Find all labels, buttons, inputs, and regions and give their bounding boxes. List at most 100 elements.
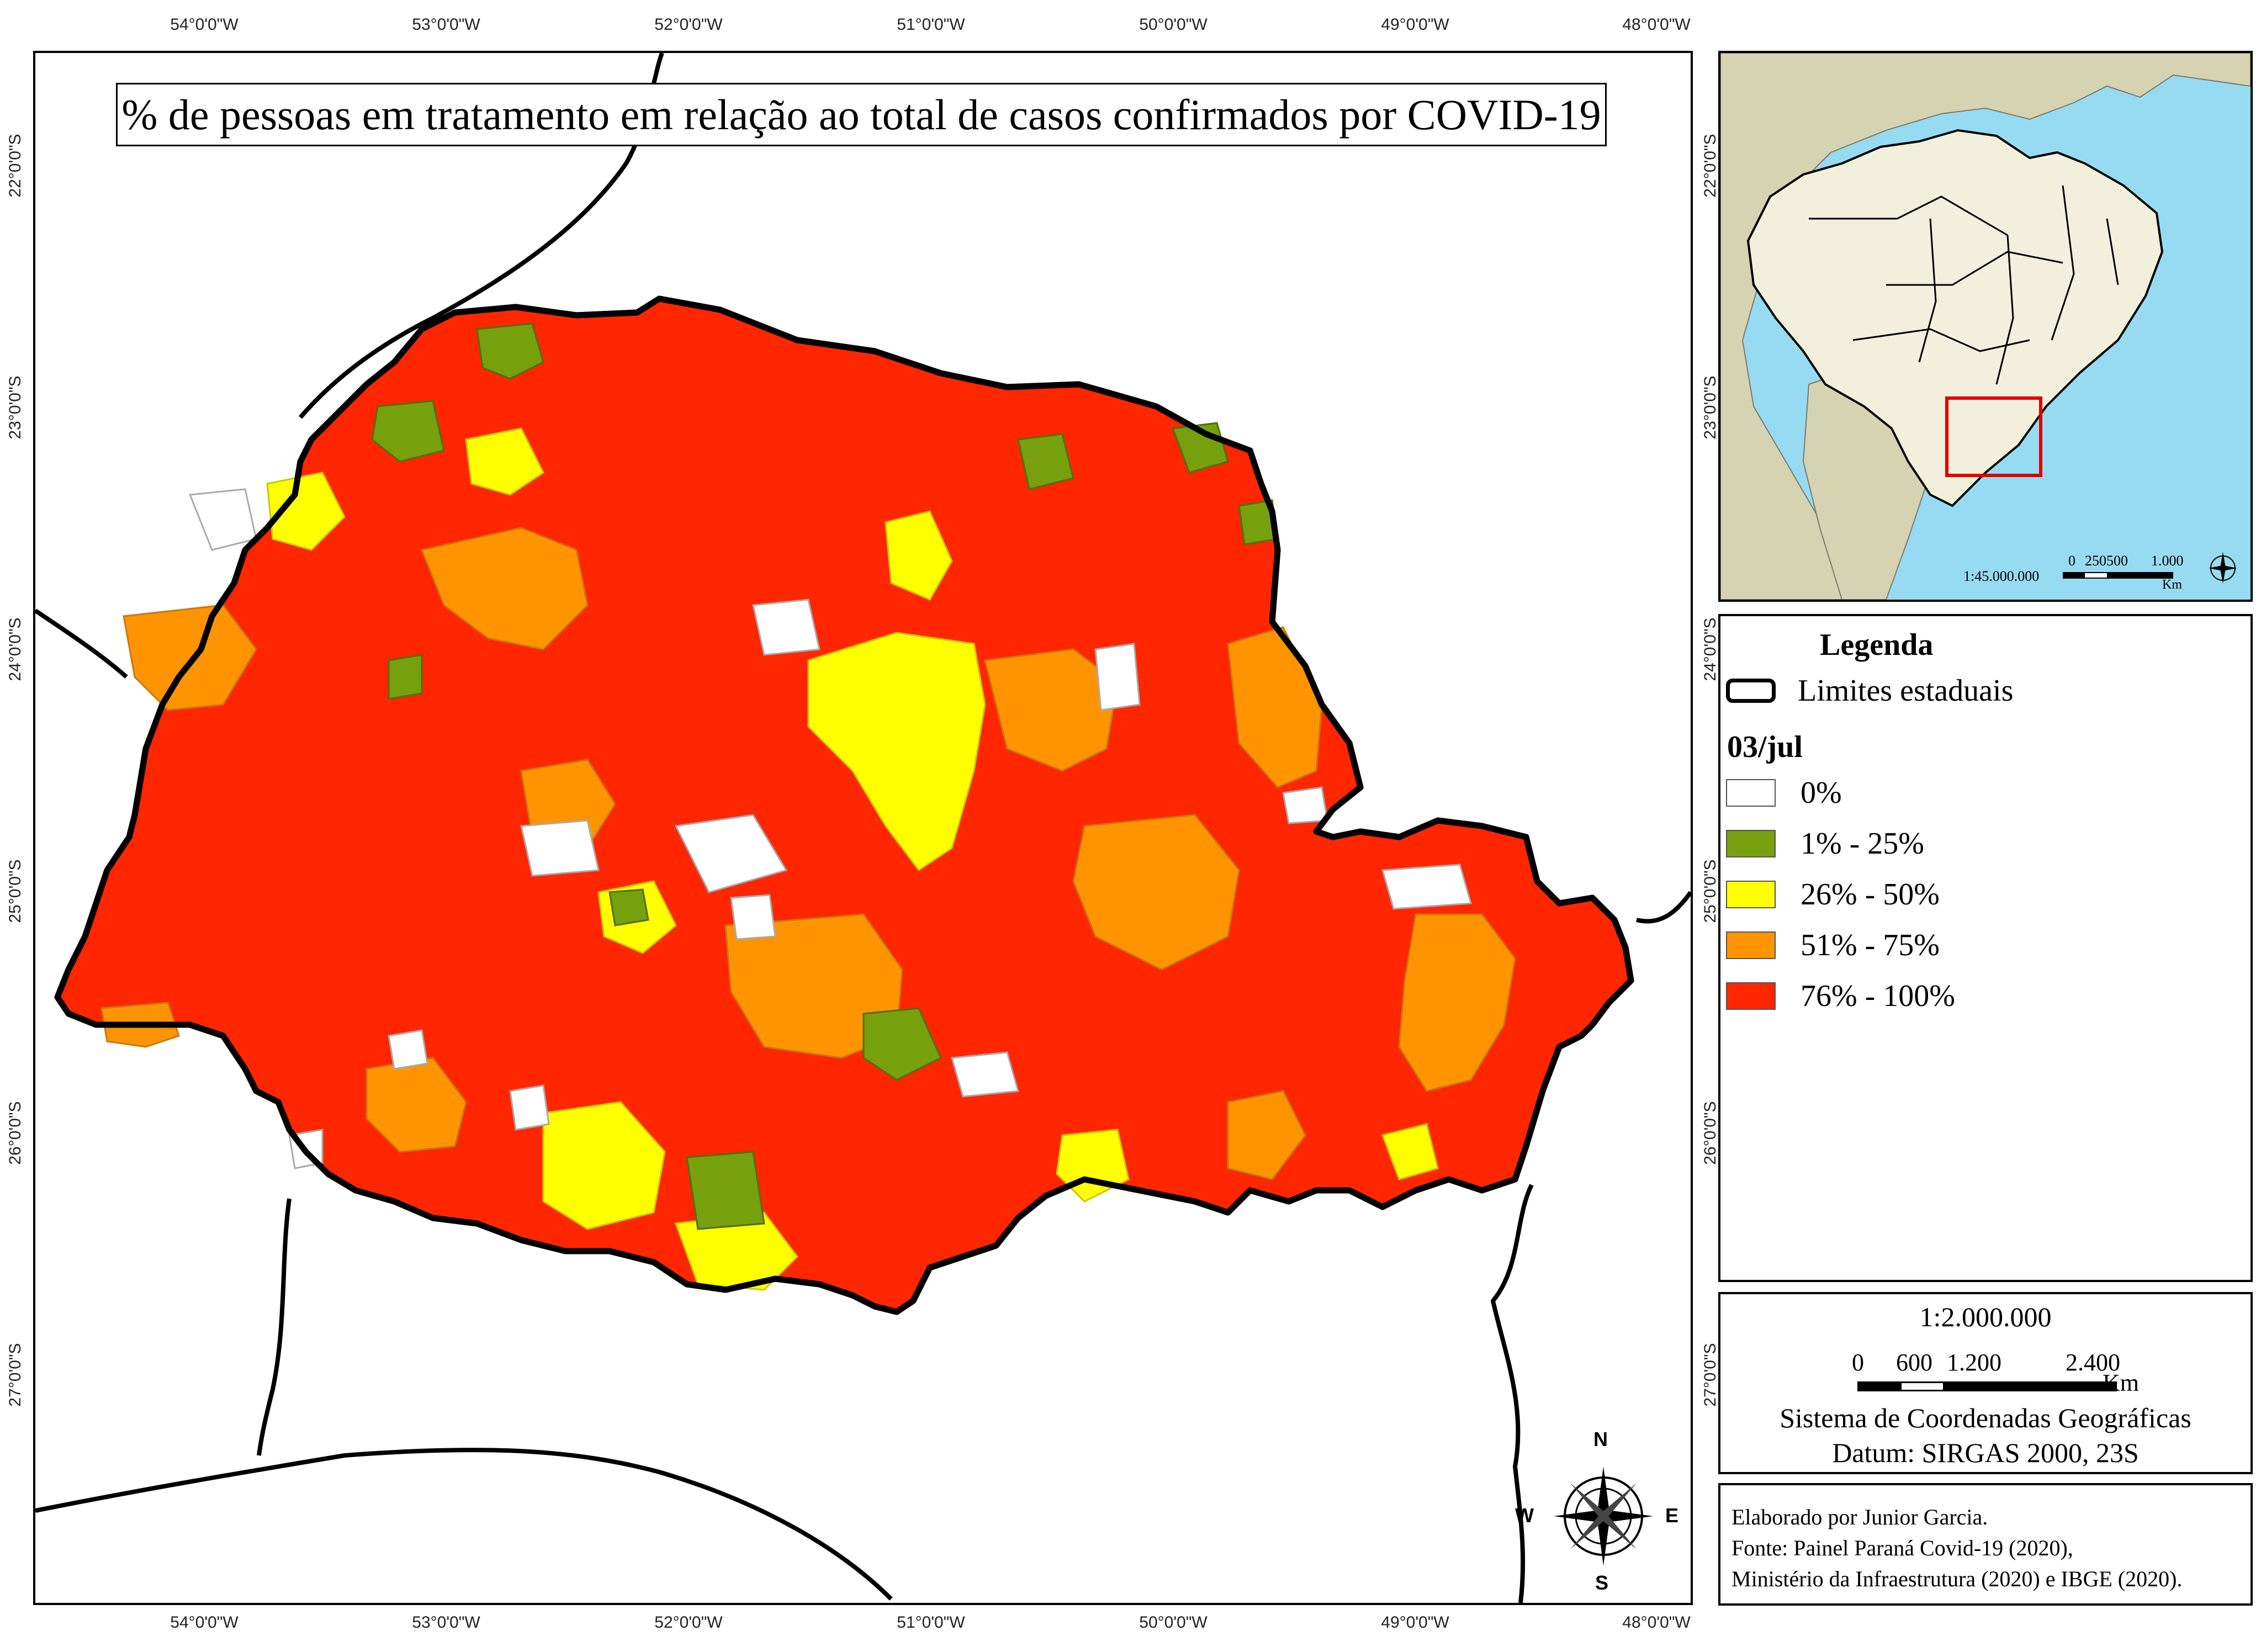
region-orange-1 (420, 527, 589, 650)
lat-label-right-3: 24°0'0"S (1701, 617, 1719, 681)
region-yellow-4 (266, 472, 346, 551)
scalebar-label-2: 1.200 (1947, 1349, 2001, 1376)
lat-label-right-4: 25°0'0"S (1701, 859, 1719, 923)
credits-author: Elaborado por Junior Garcia. (1732, 1505, 1988, 1529)
region-green-8 (388, 654, 423, 700)
region-white-4 (520, 819, 600, 877)
region-white-7 (951, 1051, 1019, 1098)
legend-item-1: 1% - 25% (1726, 827, 1924, 861)
legend-label-4: 76% - 100% (1801, 979, 1955, 1013)
legend-label-2: 26% - 50% (1801, 877, 1940, 912)
lat-label-left-4: 25°0'0"S (6, 859, 24, 923)
lat-label-right-6: 27°0'0"S (1701, 1343, 1719, 1407)
legend-item-boundary: Limites estaduais (1726, 674, 2014, 708)
region-orange-11 (1227, 1090, 1306, 1180)
legend-item-4: 76% - 100% (1726, 979, 1955, 1013)
inset-map (1720, 53, 2251, 600)
inset-scale-mid: 250500 (2085, 553, 2128, 569)
lat-label-left-2: 23°0'0"S (6, 375, 24, 440)
legend-label-3: 51% - 75% (1801, 928, 1940, 962)
inset-scale-ratio: 1:45.000.000 (1963, 568, 2040, 584)
region-green-9 (608, 888, 649, 926)
lat-label-right-2: 23°0'0"S (1701, 375, 1719, 440)
region-white-12 (1282, 786, 1328, 824)
legend-swatch-4 (1726, 982, 1776, 1010)
legend-boundary-label: Limites estaduais (1798, 674, 2014, 708)
legend-swatch-0 (1726, 779, 1776, 807)
region-yellow-2 (542, 1101, 666, 1230)
scalebar-label-1: 600 (1896, 1349, 1932, 1376)
scalebar-label-0: 0 (1852, 1349, 1864, 1376)
datum-label: Datum: SIRGAS 2000, 23S (1832, 1437, 2139, 1468)
main-map-frame: N S W E (33, 51, 1693, 1605)
region-white-8 (388, 1029, 428, 1070)
lon-label-top-6: 49°0'0"W (1381, 15, 1449, 34)
lon-label-bottom-4: 51°0'0"W (897, 1613, 965, 1632)
lat-label-left-5: 26°0'0"S (6, 1101, 24, 1165)
region-white-10 (509, 1084, 550, 1131)
map-title: % de pessoas em tratamento em relação ao… (116, 83, 1607, 146)
region-white-3 (1094, 643, 1141, 711)
region-white-2 (752, 599, 820, 656)
lon-label-bottom-7: 48°0'0"W (1622, 1613, 1691, 1632)
region-yellow-5 (465, 427, 544, 496)
legend-item-3: 51% - 75% (1726, 928, 1940, 962)
region-green-7 (862, 1007, 942, 1081)
credits-box: Elaborado por Junior Garcia. Fonte: Pain… (1718, 1483, 2253, 1606)
lon-label-bottom-2: 53°0'0"W (412, 1613, 480, 1632)
parana-outline (54, 295, 1634, 1315)
lat-label-left-1: 22°0'0"S (6, 134, 24, 198)
legend-date: 03/jul (1727, 730, 1803, 764)
region-green-5 (1017, 433, 1074, 490)
region-orange-3 (984, 648, 1119, 772)
inset-scale-unit: Km (2162, 578, 2182, 592)
compass-n: N (1593, 1428, 1608, 1450)
inset-scale-0: 0 (2068, 553, 2075, 569)
scalebar-label-3: 2.400 (2066, 1349, 2120, 1376)
inset-scale-max: 1.000 (2151, 553, 2184, 569)
crs-label: Sistema de Coordenadas Geográficas (1780, 1402, 2191, 1433)
lon-label-top-3: 52°0'0"W (654, 15, 723, 34)
region-green-6 (686, 1151, 765, 1230)
legend-box: Legenda Limites estaduais 03/jul 0% 1% -… (1718, 614, 2253, 1282)
region-yellow-8 (1056, 1129, 1130, 1203)
scalebar (1857, 1381, 2117, 1391)
compass-rose: N S W E (1515, 1428, 1681, 1594)
lat-label-right-5: 26°0'0"S (1701, 1101, 1719, 1165)
region-white-5 (674, 814, 788, 893)
lon-label-top-5: 50°0'0"W (1139, 15, 1208, 34)
legend-title: Legenda (1820, 628, 1934, 662)
region-green-1 (476, 322, 544, 380)
compass-w: W (1515, 1504, 1534, 1527)
lat-label-left-6: 27°0'0"S (6, 1343, 24, 1407)
inset-map-frame: 1:45.000.000 0 250500 1.000 Km (1718, 51, 2253, 602)
region-white-6 (1381, 864, 1472, 910)
compass-e: E (1665, 1504, 1679, 1527)
state-boundary-west (35, 608, 128, 679)
brazil-land (1746, 129, 2164, 507)
state-boundary-south (35, 1448, 893, 1601)
region-yellow-1 (807, 632, 986, 872)
legend-label-0: 0% (1801, 776, 1842, 810)
region-orange-2 (123, 604, 257, 711)
legend-label-1: 1% - 25% (1801, 827, 1924, 861)
lon-label-top-4: 51°0'0"W (897, 15, 965, 34)
lat-label-left-3: 24°0'0"S (6, 617, 24, 681)
lon-label-bottom-1: 54°0'0"W (170, 1613, 239, 1632)
region-white-1 (188, 488, 257, 551)
scale-ratio: 1:2.000.000 (1919, 1301, 2052, 1332)
region-orange-7 (1398, 913, 1516, 1092)
lon-label-top-1: 54°0'0"W (170, 15, 239, 34)
region-yellow-7 (1381, 1123, 1439, 1180)
lat-label-right-1: 22°0'0"S (1701, 134, 1719, 198)
lon-label-bottom-6: 49°0'0"W (1381, 1613, 1449, 1632)
legend-boundary-swatch (1726, 679, 1776, 703)
legend-swatch-2 (1726, 881, 1776, 908)
legend-swatch-3 (1726, 931, 1776, 959)
main-map (35, 53, 1691, 1603)
legend-swatch-1 (1726, 830, 1776, 857)
lon-label-bottom-3: 52°0'0"W (654, 1613, 723, 1632)
region-green-2 (371, 400, 445, 463)
legend-item-0: 0% (1726, 776, 1842, 810)
region-white-11 (730, 894, 776, 940)
